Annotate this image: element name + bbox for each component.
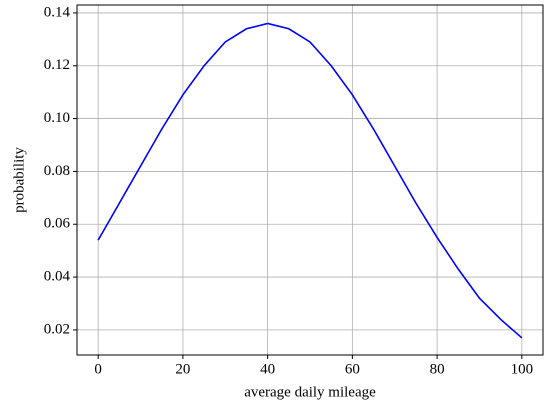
- x-tick-label: 20: [175, 361, 190, 377]
- plot-frame: [76, 4, 544, 356]
- x-tick-label: 0: [94, 361, 102, 377]
- x-tick-label: 100: [511, 361, 534, 377]
- y-tick-label: 0.12: [44, 57, 70, 73]
- y-tick-label: 0.02: [44, 321, 70, 337]
- x-tick-label: 60: [345, 361, 360, 377]
- y-tick-label: 0.06: [44, 216, 71, 232]
- y-tick-label: 0.08: [44, 163, 70, 179]
- x-tick-label: 40: [260, 361, 275, 377]
- y-tick-label: 0.10: [44, 110, 70, 126]
- y-tick-label: 0.14: [44, 4, 71, 20]
- data-line: [97, 22, 523, 339]
- x-tick-label: 80: [430, 361, 445, 377]
- x-axis-label: average daily mileage: [244, 384, 376, 400]
- y-axis-label: probability: [11, 147, 27, 213]
- y-tick-label: 0.04: [44, 269, 71, 285]
